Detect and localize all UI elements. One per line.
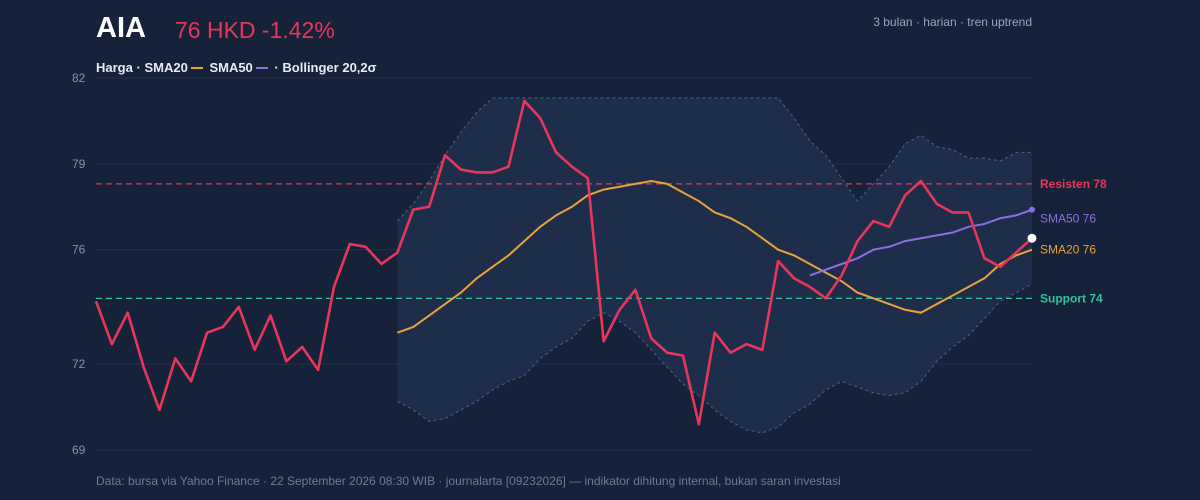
- chart-meta: 3 bulan · harian · tren uptrend: [873, 15, 1032, 29]
- legend-separator: ·: [274, 60, 279, 75]
- sma50-end-dot: [1029, 206, 1035, 213]
- legend-sma20-label: SMA20: [144, 60, 188, 75]
- y-tick-label: 72: [72, 357, 86, 371]
- y-tick-label: 82: [72, 71, 86, 85]
- price-quote: 76 HKD -1.42%: [175, 17, 335, 43]
- sma20-end-label: SMA20 76: [1040, 243, 1096, 257]
- legend-sma50-swatch: [255, 66, 268, 69]
- legend-sma50-label: SMA50: [209, 60, 253, 75]
- legend-bollinger-label: Bollinger 20,2σ: [282, 60, 377, 75]
- sma50-end-label: SMA50 76: [1040, 212, 1096, 226]
- bollinger-lower-line: [397, 283, 1033, 434]
- legend-separator: ·: [136, 60, 141, 75]
- price-end-dot: [1027, 233, 1037, 243]
- bollinger-band-area: [397, 98, 1033, 433]
- resisten-label: Resisten 78: [1040, 177, 1107, 191]
- footer-source: Data: bursa via Yahoo Finance · 22 Septe…: [96, 474, 841, 488]
- sma20-line: [397, 179, 1033, 334]
- bollinger-upper-line: [397, 97, 1032, 222]
- legend-price-label: Harga: [96, 60, 133, 75]
- price-line: [94, 99, 1033, 426]
- y-tick-label: 76: [72, 243, 86, 257]
- ticker-symbol: AIA: [96, 12, 146, 44]
- legend-sma20-swatch: [190, 66, 203, 69]
- y-tick-label: 79: [72, 157, 86, 171]
- support-label: Support 74: [1040, 291, 1103, 305]
- y-tick-label: 69: [72, 443, 86, 457]
- legend: Harga · SMA20 SMA50 · Bollinger 20,2σ: [96, 60, 377, 75]
